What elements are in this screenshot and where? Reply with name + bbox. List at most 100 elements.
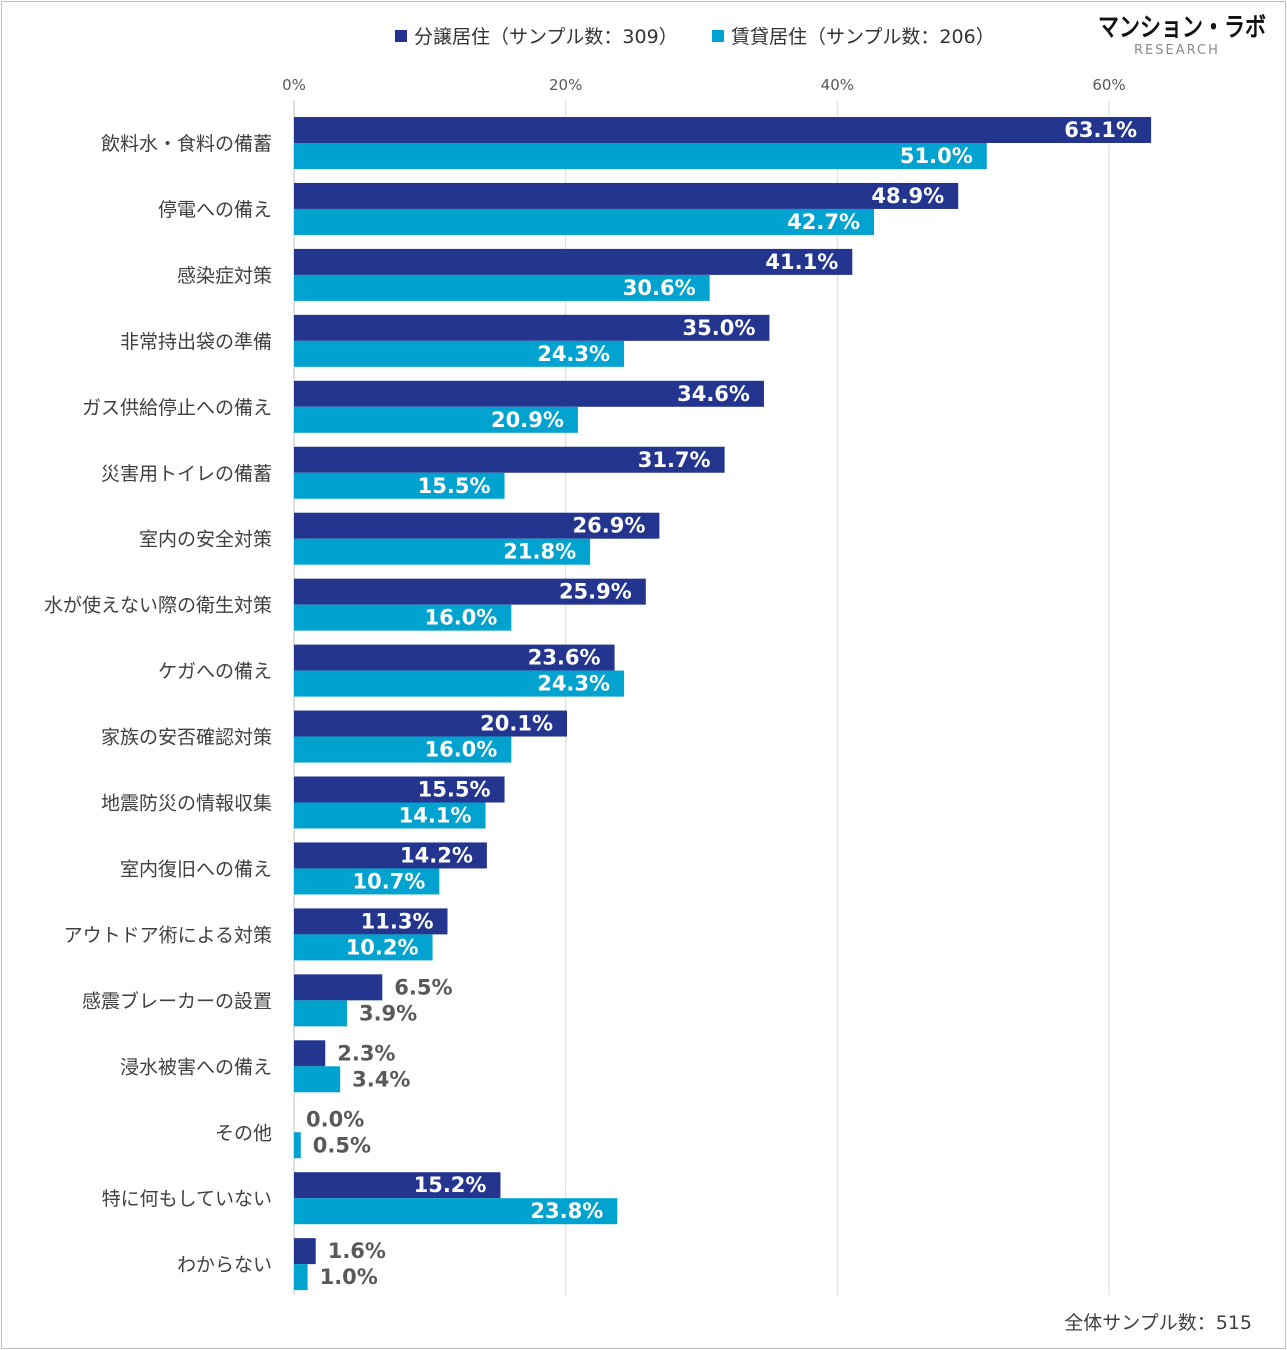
x-tick-label: 60%	[1092, 76, 1125, 94]
category-label: アウトドア術による対策	[64, 924, 272, 946]
logo-subtitle: RESEARCH	[1134, 43, 1220, 58]
bar-rented	[294, 1132, 301, 1159]
category-label: その他	[215, 1122, 272, 1144]
category-label: 水が使えない際の衛生対策	[44, 595, 272, 617]
category-label: ガス供給停止への備え	[82, 397, 272, 419]
value-label-owned: 14.2%	[400, 843, 473, 867]
bar-rented	[294, 604, 512, 631]
value-label-rented: 21.8%	[503, 540, 576, 564]
bar-owned	[294, 1238, 316, 1265]
value-label-rented: 14.1%	[399, 804, 472, 828]
legend-label-owned: 分譲居住（サンプル数：309）	[414, 26, 678, 48]
bar-owned	[294, 1040, 326, 1067]
bar-rented	[294, 1264, 308, 1291]
category-labels: 飲料水・食料の備蓄停電への備え感染症対策非常持出袋の準備ガス供給停止への備え災害…	[44, 133, 272, 1276]
value-label-owned: 23.6%	[528, 646, 601, 670]
bar-owned	[294, 974, 383, 1001]
bar-owned	[294, 314, 770, 341]
bar-owned	[294, 182, 959, 209]
bar-rented	[294, 802, 486, 829]
category-label: わからない	[177, 1254, 272, 1276]
value-label-owned: 1.6%	[328, 1239, 386, 1263]
value-label-rented: 42.7%	[787, 210, 860, 234]
value-label-rented: 20.9%	[491, 408, 564, 432]
bar-owned	[294, 512, 660, 539]
bar-rented	[294, 538, 591, 565]
value-label-rented: 3.9%	[359, 1001, 417, 1025]
value-label-owned: 20.1%	[480, 712, 553, 736]
category-label: 感震ブレーカーの設置	[82, 989, 272, 1012]
bar-rented	[294, 736, 512, 763]
value-label-owned: 31.7%	[638, 448, 711, 472]
brand-logo: マンション・ラボ RESEARCH	[1098, 13, 1266, 58]
x-tick-label: 20%	[549, 76, 582, 94]
bar-owned	[294, 710, 568, 737]
category-label: 家族の安否確認対策	[101, 727, 272, 749]
value-label-rented: 24.3%	[537, 672, 610, 696]
x-tick-label: 0%	[282, 76, 306, 94]
bar-owned	[294, 578, 646, 605]
value-label-rented: 23.8%	[530, 1199, 603, 1223]
bar-rented	[294, 1000, 347, 1027]
category-label: 特に何もしていない	[102, 1188, 272, 1210]
x-tick-label: 40%	[821, 76, 854, 94]
bar-rented	[294, 472, 505, 499]
value-label-owned: 35.0%	[683, 316, 756, 340]
bar-rented	[294, 406, 578, 433]
value-label-owned: 63.1%	[1064, 118, 1137, 142]
value-labels: 63.1% 51.0% 48.9% 42.7% 41.1% 30.6% 35.0% 24.3%…	[306, 118, 1137, 1289]
legend-swatch-owned	[395, 30, 407, 42]
value-label-owned: 41.1%	[765, 250, 838, 274]
total-sample-note: 全体サンプル数：515	[1064, 1312, 1252, 1334]
value-label-rented: 51.0%	[900, 144, 973, 168]
bar-owned	[294, 908, 448, 935]
value-label-owned: 0.0%	[306, 1107, 364, 1131]
legend-label-rented: 賃貸居住（サンプル数：206）	[731, 26, 995, 48]
value-label-owned: 26.9%	[573, 514, 646, 538]
bar-rented	[294, 1066, 341, 1093]
bar-owned	[294, 644, 615, 671]
bar-rented	[294, 934, 433, 961]
bar-owned	[294, 248, 853, 275]
value-label-rented: 24.3%	[537, 342, 610, 366]
bar-owned	[294, 380, 764, 407]
category-label: 災害用トイレの備蓄	[101, 463, 272, 485]
bars	[294, 117, 1152, 1291]
value-label-owned: 15.2%	[414, 1173, 487, 1197]
value-label-owned: 25.9%	[559, 580, 632, 604]
x-axis-ticks: 0% 20% 40% 60%	[282, 76, 1126, 94]
category-label: 地震防災の情報収集	[101, 793, 272, 815]
value-label-rented: 1.0%	[320, 1265, 378, 1289]
category-label: 非常持出袋の準備	[120, 331, 272, 353]
value-label-rented: 15.5%	[418, 474, 491, 498]
value-label-rented: 10.7%	[352, 869, 425, 893]
bar-rented	[294, 143, 987, 169]
bar-owned	[294, 117, 1152, 143]
bar-rented	[294, 340, 625, 367]
value-label-rented: 10.2%	[346, 935, 419, 959]
category-label: 室内の安全対策	[139, 529, 272, 551]
value-label-owned: 15.5%	[418, 778, 491, 802]
value-label-rented: 0.5%	[313, 1133, 371, 1157]
bar-rented	[294, 670, 625, 697]
bar-rented	[294, 868, 440, 895]
value-label-owned: 6.5%	[394, 975, 452, 999]
value-label-rented: 16.0%	[424, 738, 497, 762]
category-label: 飲料水・食料の備蓄	[101, 133, 272, 155]
bar-owned	[294, 842, 487, 869]
bar-owned	[294, 446, 725, 473]
logo-wordmark: マンション・ラボ	[1098, 13, 1266, 43]
bar-rented	[294, 274, 710, 301]
value-label-owned: 2.3%	[337, 1041, 395, 1065]
category-label: 停電への備え	[158, 199, 272, 221]
value-label-owned: 48.9%	[871, 184, 944, 208]
bar-owned	[294, 1172, 501, 1199]
category-label: 室内復旧への備え	[120, 858, 272, 880]
value-label-rented: 16.0%	[424, 606, 497, 630]
category-label: 感染症対策	[177, 265, 272, 287]
bar-rented	[294, 208, 875, 235]
value-label-owned: 11.3%	[361, 909, 434, 933]
category-label: 浸水被害への備え	[120, 1056, 272, 1078]
legend-swatch-rented	[712, 30, 724, 42]
